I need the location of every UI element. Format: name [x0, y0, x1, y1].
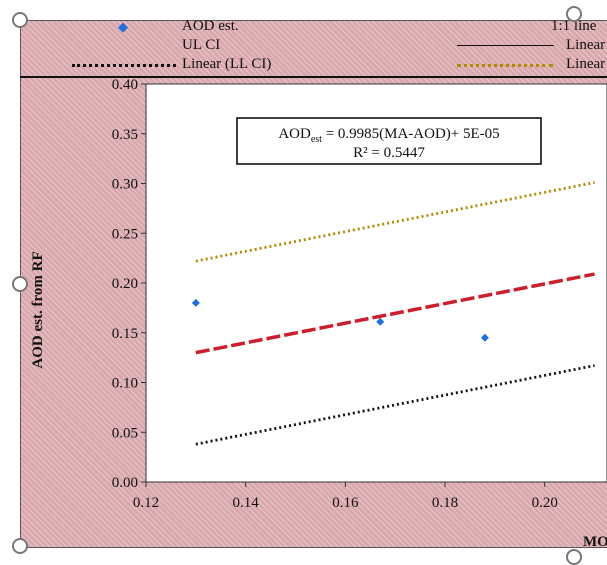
r-squared: R² = 0.5447	[353, 145, 425, 161]
legend: ◆ AOD est. 1:1 line UL CI Linear Linear …	[20, 18, 607, 78]
y-tick-label-8: 0.40	[112, 77, 138, 93]
x-tick-label-0: 0.12	[133, 495, 159, 511]
data-point-2	[480, 333, 489, 342]
x-tick-label-2: 0.16	[332, 495, 359, 511]
x-axis-title: MO	[583, 534, 607, 550]
legend-label-ul-ci: UL CI	[182, 37, 221, 53]
legend-label-linear-1: Linear	[566, 37, 606, 53]
y-tick-label-1: 0.05	[112, 425, 138, 441]
legend-swatch-ll-ci	[72, 64, 176, 67]
legend-swatch-linear-gold	[457, 64, 553, 67]
legend-label-1to1-line: 1:1 line	[551, 18, 597, 34]
y-axis-title: AOD est. from RF	[30, 251, 46, 368]
resize-handle-bottom-middle[interactable]	[566, 549, 582, 565]
x-tick-label-4: 0.20	[532, 495, 558, 511]
resize-handle-middle-left[interactable]	[12, 276, 28, 292]
y-tick-label-3: 0.15	[112, 326, 138, 342]
legend-label-ll-ci: Linear (LL CI)	[182, 56, 272, 72]
resize-handle-bottom-left[interactable]	[12, 538, 28, 554]
x-tick-label-1: 0.14	[233, 495, 260, 511]
y-tick-label-7: 0.35	[112, 127, 138, 143]
x-axis-ticks: 0.12 0.14 0.16 0.18 0.20	[133, 482, 558, 511]
legend-swatch-linear-solid	[457, 45, 554, 46]
y-tick-label-4: 0.20	[112, 276, 138, 292]
svg-text:AODest = 0.9985(MA-AOD)+ 5E-05: AODest = 0.9985(MA-AOD)+ 5E-05	[278, 126, 499, 145]
resize-handle-top-middle[interactable]	[566, 6, 582, 22]
legend-label-linear-2: Linear	[566, 56, 606, 72]
series-layer	[191, 181, 595, 446]
equation-subscript: est	[311, 134, 322, 145]
y-tick-label-2: 0.10	[112, 376, 138, 392]
y-tick-label-6: 0.30	[112, 177, 138, 193]
x-tick-label-3: 0.18	[432, 495, 458, 511]
resize-handle-top-left[interactable]	[12, 12, 28, 28]
equation-body: = 0.9985(MA-AOD)+ 5E-05	[322, 126, 500, 142]
data-point-1	[376, 317, 385, 326]
y-axis-ticks: 0.00 0.05 0.10 0.15 0.20 0.25 0.30 0.35 0.40	[112, 77, 146, 491]
equation-prefix: AOD	[278, 126, 311, 142]
data-point-0	[191, 298, 200, 307]
equation-box: AODest = 0.9985(MA-AOD)+ 5E-05 R² = 0.54…	[236, 117, 542, 165]
series-line-1	[195, 272, 595, 355]
y-tick-label-0: 0.00	[112, 475, 138, 491]
legend-marker-aod-est: ◆	[118, 19, 128, 34]
y-tick-label-5: 0.25	[112, 226, 138, 242]
legend-label-aod-est: AOD est.	[182, 18, 239, 34]
